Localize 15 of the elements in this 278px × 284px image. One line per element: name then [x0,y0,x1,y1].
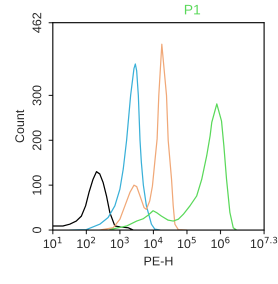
x-axis-title: PE-H [144,256,172,266]
x-tick-label: 10$^{1}$ [44,236,62,248]
chart-title: P1 [184,4,200,14]
x-tick-label: 10$^{4}$ [144,236,163,248]
y-tick-label: 300 [32,85,42,106]
x-tick-label: 10$^{3}$ [110,236,129,248]
x-tick-label: 10$^{2}$ [77,236,96,248]
x-tick-label: 10$^{5}$ [178,236,196,248]
y-tick-label: 100 [32,175,42,195]
y-tick-label: 0 [32,227,42,234]
x-tick-label: 10$^{6}$ [211,236,230,248]
x-tick-label: 10$^{7.3}$ [250,236,278,248]
y-axis-title: Count [15,110,24,142]
y-tick-label: 462 [32,12,42,33]
y-tick-label: 200 [32,130,42,150]
